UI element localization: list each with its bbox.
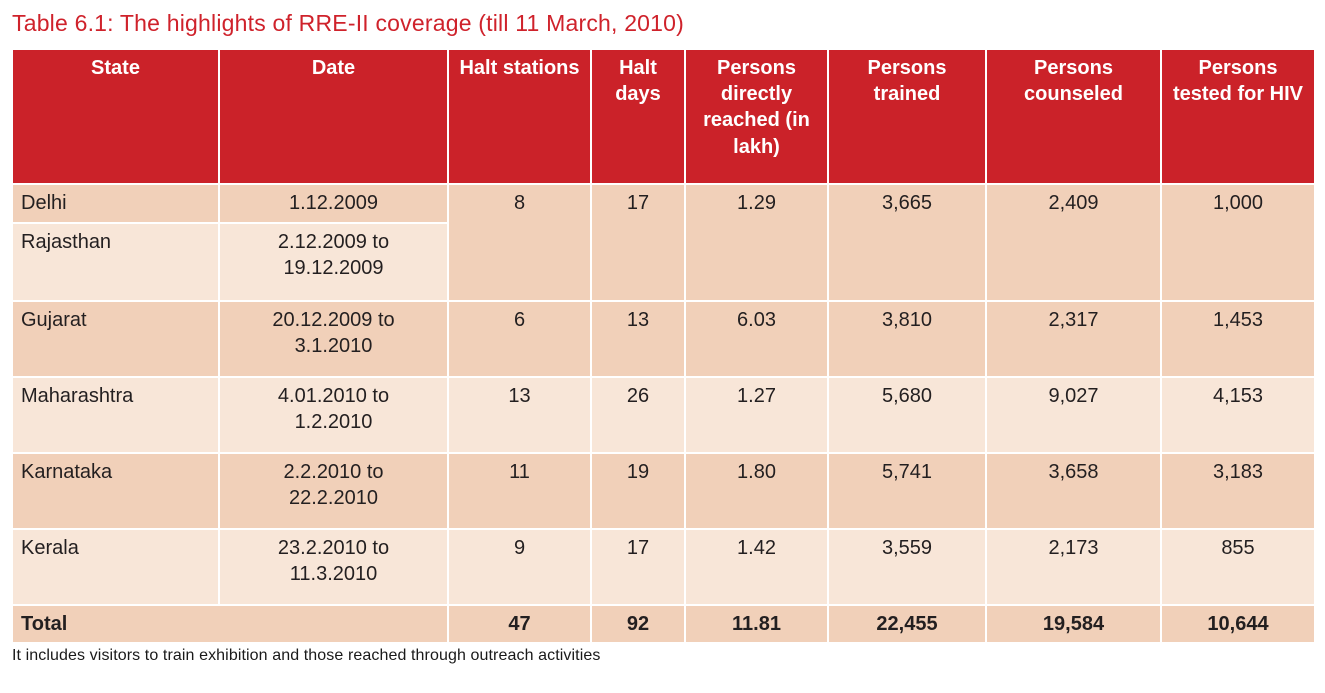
date-line: 1.2.2010: [294, 410, 373, 433]
halt-stations-cell: 8: [447, 182, 592, 302]
state-cell: Kerala: [11, 527, 220, 606]
persons-reached-cell: 1.80: [684, 451, 829, 530]
persons-tested-cell: 4,153: [1160, 375, 1316, 454]
table-row-rajasthan: Rajasthan 2.12.2009 to 19.12.2009: [11, 221, 1315, 302]
halt-days-cell: 17: [590, 527, 686, 606]
persons-trained-cell: 5,741: [827, 451, 987, 530]
date-line: 1.12.2009: [289, 191, 378, 214]
table-title: Table 6.1: The highlights of RRE-II cove…: [12, 10, 685, 36]
col-header-persons-trained: Persons trained: [827, 47, 987, 185]
total-persons-reached-cell: 11.81: [684, 603, 829, 644]
table-row-karnataka: Karnataka 2.2.2010 to 22.2.2010 11 19 1.…: [11, 451, 1316, 530]
date-cell: 2.2.2010 to 22.2.2010: [218, 451, 449, 530]
state-cell: Karnataka: [11, 451, 220, 530]
coverage-table: State Date Halt stations Halt days Perso…: [11, 47, 1316, 644]
halt-days-cell: 13: [590, 299, 686, 378]
date-line: 11.3.2010: [289, 562, 378, 585]
total-persons-tested-cell: 10,644: [1160, 603, 1316, 644]
halt-stations-cell: 6: [447, 299, 592, 378]
table-body: Delhi 1.12.2009 8 17 1.29 3,665 2,409 1,…: [11, 182, 1316, 644]
persons-tested-cell: 1,000: [1160, 182, 1316, 302]
persons-trained-cell: 3,665: [827, 182, 987, 302]
state-cell: Delhi: [11, 182, 220, 224]
table-row-delhi: Delhi 1.12.2009 8 17 1.29 3,665 2,409 1,…: [11, 182, 1316, 302]
persons-counseled-cell: 2,409: [985, 182, 1162, 302]
persons-counseled-cell: 3,658: [985, 451, 1162, 530]
date-line: 2.2.2010 to: [283, 460, 384, 483]
halt-days-cell: 26: [590, 375, 686, 454]
date-cell: 4.01.2010 to 1.2.2010: [218, 375, 449, 454]
halt-days-cell: 17: [590, 182, 686, 302]
col-header-persons-reached: Persons directly reached (in lakh): [684, 47, 829, 185]
state-cell: Gujarat: [11, 299, 220, 378]
halt-stations-cell: 11: [447, 451, 592, 530]
col-header-halt-days: Halt days: [590, 47, 686, 185]
total-persons-counseled-cell: 19,584: [985, 603, 1162, 644]
persons-reached-cell: 1.42: [684, 527, 829, 606]
persons-trained-cell: 3,559: [827, 527, 987, 606]
col-header-halt-stations: Halt stations: [447, 47, 592, 185]
date-cell: 23.2.2010 to 11.3.2010: [218, 527, 449, 606]
halt-stations-cell: 9: [447, 527, 592, 606]
date-line: 20.12.2009 to: [272, 308, 395, 331]
date-line: 4.01.2010 to: [277, 384, 390, 407]
state-cell: Rajasthan: [11, 221, 220, 302]
persons-trained-cell: 3,810: [827, 299, 987, 378]
total-label-cell: Total: [11, 603, 449, 644]
persons-counseled-cell: 2,173: [985, 527, 1162, 606]
date-cell: 1.12.2009: [218, 182, 449, 224]
persons-tested-cell: 3,183: [1160, 451, 1316, 530]
halt-stations-cell: 13: [447, 375, 592, 454]
table-row-total: Total 47 92 11.81 22,455 19,584 10,644: [11, 603, 1316, 644]
date-line: 23.2.2010 to: [277, 536, 390, 559]
table-footnote: It includes visitors to train exhibition…: [12, 646, 601, 664]
table-row-kerala: Kerala 23.2.2010 to 11.3.2010 9 17 1.42 …: [11, 527, 1316, 606]
halt-days-cell: 19: [590, 451, 686, 530]
col-header-state: State: [11, 47, 220, 185]
date-cell: 2.12.2009 to 19.12.2009: [218, 221, 449, 302]
total-persons-trained-cell: 22,455: [827, 603, 987, 644]
table-header: State Date Halt stations Halt days Perso…: [11, 47, 1316, 185]
col-header-date: Date: [218, 47, 449, 185]
persons-tested-cell: 855: [1160, 527, 1316, 606]
col-header-persons-counseled: Persons counseled: [985, 47, 1162, 185]
persons-reached-cell: 6.03: [684, 299, 829, 378]
total-halt-days-cell: 92: [590, 603, 686, 644]
date-line: 19.12.2009: [283, 256, 384, 279]
persons-reached-cell: 1.27: [684, 375, 829, 454]
date-cell: 20.12.2009 to 3.1.2010: [218, 299, 449, 378]
date-line: 2.12.2009 to: [277, 230, 390, 253]
persons-tested-cell: 1,453: [1160, 299, 1316, 378]
persons-reached-cell: 1.29: [684, 182, 829, 302]
date-line: 22.2.2010: [289, 486, 378, 509]
state-cell: Maharashtra: [11, 375, 220, 454]
table-row-gujarat: Gujarat 20.12.2009 to 3.1.2010 6 13 6.03…: [11, 299, 1316, 378]
col-header-persons-tested: Persons tested for HIV: [1160, 47, 1316, 185]
report-page: Table 6.1: The highlights of RRE-II cove…: [11, 10, 1316, 664]
table-row-maharashtra: Maharashtra 4.01.2010 to 1.2.2010 13 26 …: [11, 375, 1316, 454]
persons-counseled-cell: 9,027: [985, 375, 1162, 454]
total-halt-stations-cell: 47: [447, 603, 592, 644]
date-line: 3.1.2010: [294, 334, 373, 357]
persons-counseled-cell: 2,317: [985, 299, 1162, 378]
header-row: State Date Halt stations Halt days Perso…: [11, 47, 1316, 185]
persons-trained-cell: 5,680: [827, 375, 987, 454]
